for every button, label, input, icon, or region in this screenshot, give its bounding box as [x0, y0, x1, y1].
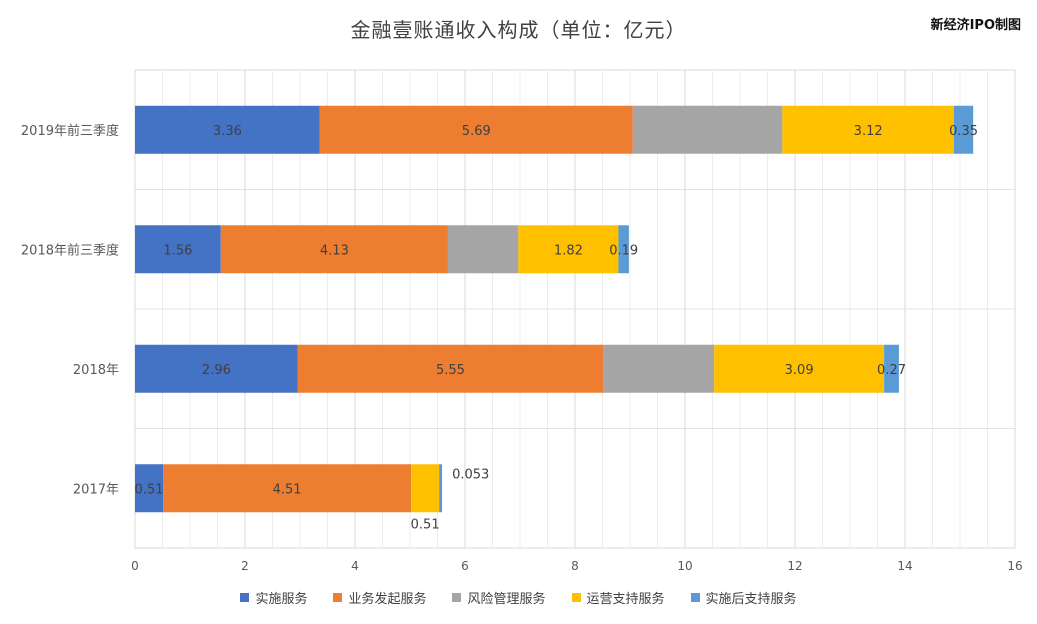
watermark: 新经济IPO制图 — [930, 18, 1021, 33]
x-tick-label: 8 — [571, 559, 579, 573]
bar-segment — [447, 225, 519, 274]
data-label: 0.35 — [949, 124, 978, 139]
chart-title: 金融壹账通收入构成（单位：亿元） — [350, 18, 687, 42]
data-label: 0.19 — [609, 243, 638, 258]
bar-segment — [135, 105, 320, 154]
data-label: 5.69 — [462, 124, 491, 139]
bar-segment — [135, 464, 164, 513]
data-label: 0.053 — [452, 467, 489, 482]
x-tick-label: 4 — [351, 559, 359, 573]
x-tick-label: 6 — [461, 559, 469, 573]
bar-segment — [603, 344, 715, 393]
data-label: 4.51 — [273, 482, 302, 497]
data-label: 3.12 — [854, 124, 883, 139]
legend-item: 实施服务 — [240, 588, 307, 607]
legend-label: 实施服务 — [255, 592, 308, 607]
x-tick-label: 2 — [241, 559, 249, 573]
bar-segment — [135, 344, 298, 393]
data-label: 0.27 — [877, 363, 906, 378]
x-tick-label: 12 — [787, 559, 802, 573]
data-label: 1.56 — [163, 243, 192, 258]
bar-segment — [953, 105, 974, 154]
data-label: 1.82 — [554, 243, 583, 258]
y-category-label: 2018年前三季度 — [21, 242, 119, 258]
bar-segment — [618, 225, 629, 274]
bar-segment — [439, 464, 443, 513]
x-tick-label: 10 — [677, 559, 692, 573]
x-tick-label: 14 — [897, 559, 912, 573]
legend-swatch — [690, 593, 700, 602]
y-category-label: 2017年 — [73, 482, 119, 497]
legend-swatch — [333, 593, 343, 602]
bar-segment — [163, 464, 412, 513]
y-category-label: 2018年 — [73, 363, 119, 378]
x-tick-label: 16 — [1007, 559, 1022, 573]
legend: 实施服务 业务发起服务 风险管理服务 运营支持服务 实施后支持服务 — [0, 588, 1037, 607]
bar-segment — [714, 344, 885, 393]
bar-segment — [135, 225, 221, 274]
bar-segment — [632, 105, 783, 154]
legend-label: 实施后支持服务 — [705, 592, 797, 607]
legend-item: 运营支持服务 — [571, 588, 665, 607]
bar-segment — [411, 464, 440, 513]
legend-item: 业务发起服务 — [333, 588, 426, 607]
data-label: 3.09 — [785, 363, 814, 378]
data-label: 5.55 — [436, 363, 465, 378]
y-category-label: 2019年前三季度 — [21, 123, 119, 139]
data-label: 4.13 — [320, 243, 349, 258]
legend-swatch — [571, 593, 581, 602]
legend-swatch — [452, 593, 462, 602]
data-label: 2.96 — [202, 363, 231, 378]
bar-segment — [782, 105, 954, 154]
bar-segment — [884, 344, 899, 393]
legend-label: 运营支持服务 — [586, 592, 665, 607]
data-label: 3.36 — [213, 124, 242, 139]
legend-item: 风险管理服务 — [452, 588, 546, 607]
bar-segment — [297, 344, 604, 393]
data-label: 0.51 — [411, 517, 440, 532]
bar-segment — [319, 105, 633, 154]
data-label: 0.51 — [135, 482, 164, 497]
legend-item: 实施后支持服务 — [690, 588, 797, 607]
bar-segment — [518, 225, 619, 274]
legend-swatch — [240, 593, 250, 602]
legend-label: 业务发起服务 — [348, 592, 427, 607]
legend-label: 风险管理服务 — [467, 592, 546, 607]
x-tick-label: 0 — [131, 559, 139, 573]
bar-segment — [220, 225, 448, 274]
